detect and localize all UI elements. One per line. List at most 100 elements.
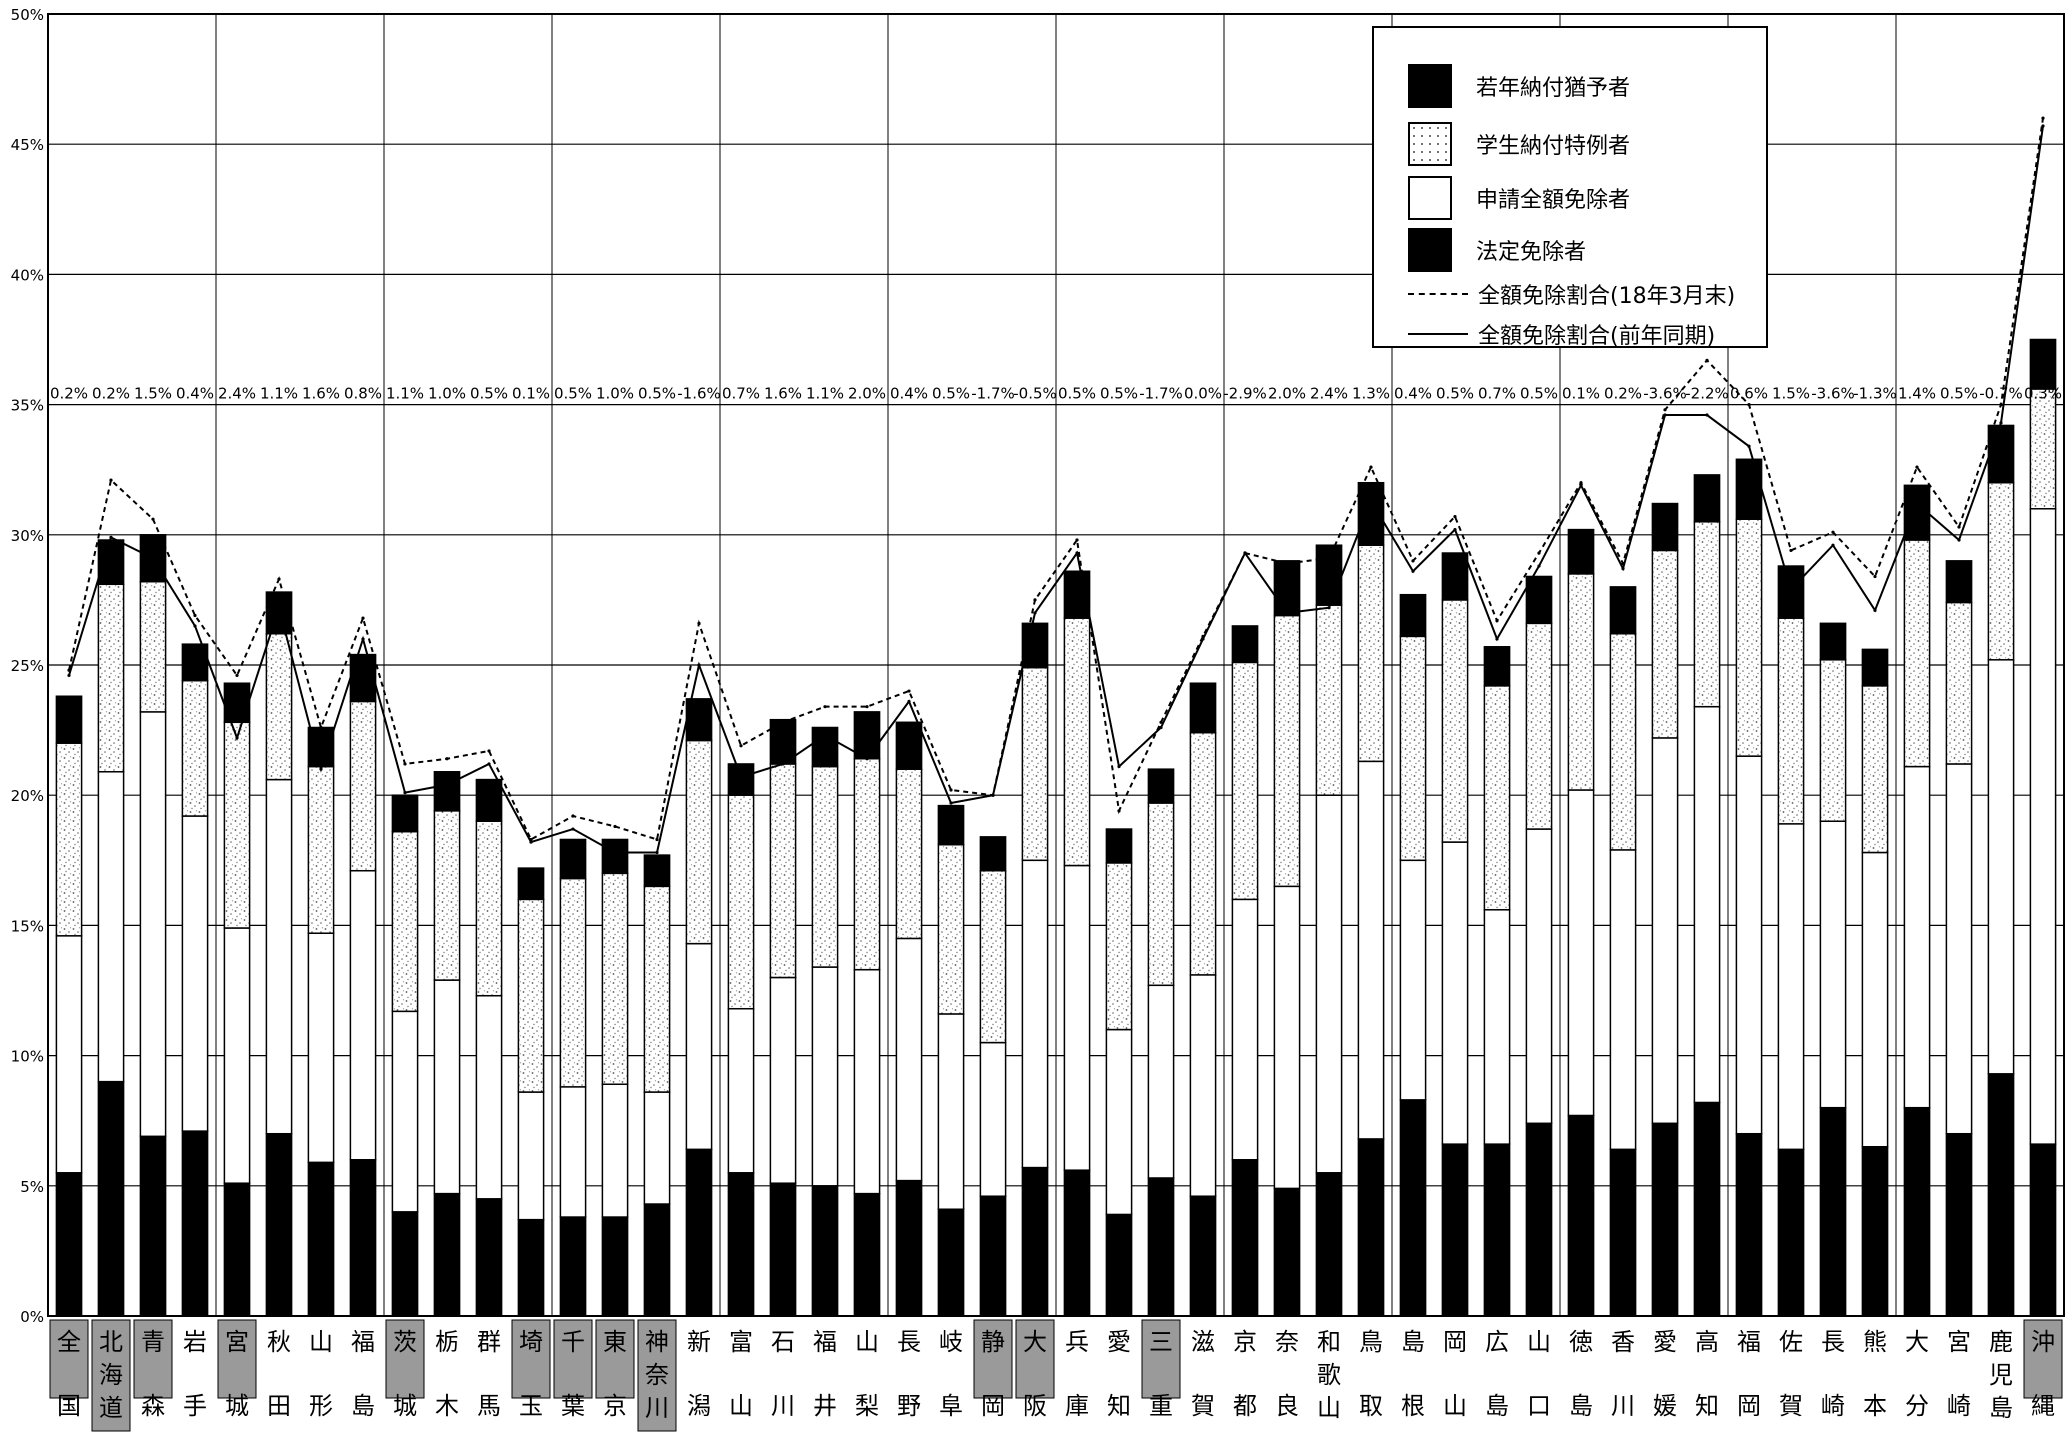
line-point xyxy=(1327,556,1331,560)
data-label: 0.0% xyxy=(1184,385,1222,403)
data-label: -1.7% xyxy=(971,385,1015,403)
line-point xyxy=(1999,421,2003,425)
bar-segment xyxy=(1609,633,1637,851)
bar-segment xyxy=(2029,388,2057,510)
line-point xyxy=(109,478,113,482)
line-point xyxy=(1999,403,2003,407)
bar-segment xyxy=(1987,659,2015,1075)
line-point xyxy=(445,757,449,761)
legend-label-student-exception: 学生納付特例者 xyxy=(1476,134,1631,159)
line-point xyxy=(697,663,701,667)
bar-segment xyxy=(2029,338,2057,390)
bar-segment xyxy=(349,869,377,1161)
bar-segment xyxy=(307,765,335,934)
line-point xyxy=(1201,637,1205,641)
data-label: 0.7% xyxy=(722,385,760,403)
bar-segment xyxy=(1651,1122,1679,1317)
line-point xyxy=(1159,720,1163,724)
x-tick-label: 奈良 xyxy=(1275,1328,1299,1420)
line-point xyxy=(1705,358,1709,362)
bar-segment xyxy=(979,869,1007,1044)
bar-segment xyxy=(1441,1143,1469,1317)
bar-segment xyxy=(1189,1195,1217,1317)
bar-segment xyxy=(937,843,965,1015)
bar-segment xyxy=(97,771,125,1083)
bar-segment xyxy=(811,966,839,1187)
bar-segment xyxy=(601,838,629,875)
line-point xyxy=(1033,611,1037,615)
line-point xyxy=(2041,124,2045,128)
bar-segment xyxy=(181,815,209,1132)
bar-segment xyxy=(181,679,209,817)
line-point xyxy=(1537,551,1541,555)
bar-segment xyxy=(895,937,923,1182)
line-point xyxy=(823,733,827,737)
bar-segment xyxy=(1441,552,1469,601)
bar-segment xyxy=(1609,586,1637,635)
bar-segment xyxy=(643,1091,671,1205)
line-point xyxy=(361,637,365,641)
bar-segment xyxy=(1735,755,1763,1135)
bar-segment xyxy=(1105,1028,1133,1216)
data-label: 1.1% xyxy=(260,385,298,403)
data-label: 1.3% xyxy=(1352,385,1390,403)
line-point xyxy=(1789,548,1793,553)
line-point xyxy=(319,767,323,771)
line-point xyxy=(1747,444,1751,448)
data-label: 0.5% xyxy=(932,385,970,403)
bar-segment xyxy=(1945,1132,1973,1317)
line-point xyxy=(571,814,575,818)
x-tick-label: 長野 xyxy=(897,1328,921,1420)
legend-swatch-young-deferral xyxy=(1408,64,1452,108)
line-point xyxy=(1831,543,1835,547)
x-tick-label: 石川 xyxy=(771,1328,795,1420)
legend-swatch-student-exception xyxy=(1408,122,1452,166)
x-tick-label: 福井 xyxy=(813,1328,837,1420)
line-point xyxy=(529,840,533,844)
line-point xyxy=(865,757,869,761)
bar-segment xyxy=(559,1086,587,1218)
line-point xyxy=(1411,559,1415,563)
bar-segment xyxy=(1987,424,2015,484)
bar-segment xyxy=(1315,544,1343,606)
bar-segment xyxy=(1189,682,1217,734)
data-label: 1.4% xyxy=(1898,385,1936,403)
bar-segment xyxy=(769,1182,797,1317)
bar-segment xyxy=(1525,575,1553,625)
data-label: 0.5% xyxy=(1436,385,1474,403)
bar-segment xyxy=(139,534,167,583)
x-tick-label: 山梨 xyxy=(855,1328,879,1420)
line-point xyxy=(1579,483,1583,487)
line-point xyxy=(697,621,701,625)
line-point xyxy=(1369,499,1373,503)
line-point xyxy=(1663,408,1667,412)
bar-segment xyxy=(937,804,965,846)
data-label: -1.7% xyxy=(1139,385,1183,403)
bar-segment xyxy=(55,935,83,1174)
x-tick-label: 和歌山 xyxy=(1317,1328,1341,1422)
line-point xyxy=(277,577,281,581)
line-point xyxy=(235,673,239,678)
bar-segment xyxy=(1273,1187,1301,1317)
bar-segment xyxy=(265,778,293,1135)
x-tick-label: 香川 xyxy=(1611,1328,1635,1420)
bar-segment xyxy=(1777,565,1805,619)
category-highlight xyxy=(595,1319,635,1399)
bar-segment xyxy=(1063,617,1091,867)
bar-segment xyxy=(433,1192,461,1317)
data-label: 1.5% xyxy=(1772,385,1810,403)
bar-segment xyxy=(1693,474,1721,523)
bar-segment xyxy=(265,633,293,781)
bar-segment xyxy=(517,867,545,901)
line-point xyxy=(949,788,953,792)
line-point xyxy=(1285,561,1289,566)
line-point xyxy=(613,850,617,855)
bar-segment xyxy=(475,778,503,822)
bar-segment xyxy=(643,854,671,888)
bar-segment xyxy=(349,1159,377,1317)
bar-segment xyxy=(223,1182,251,1317)
line-series-solid xyxy=(68,125,2044,854)
bar-segment xyxy=(1987,481,2015,661)
data-label: 2.0% xyxy=(1268,385,1306,403)
bar-segment xyxy=(1945,601,1973,765)
